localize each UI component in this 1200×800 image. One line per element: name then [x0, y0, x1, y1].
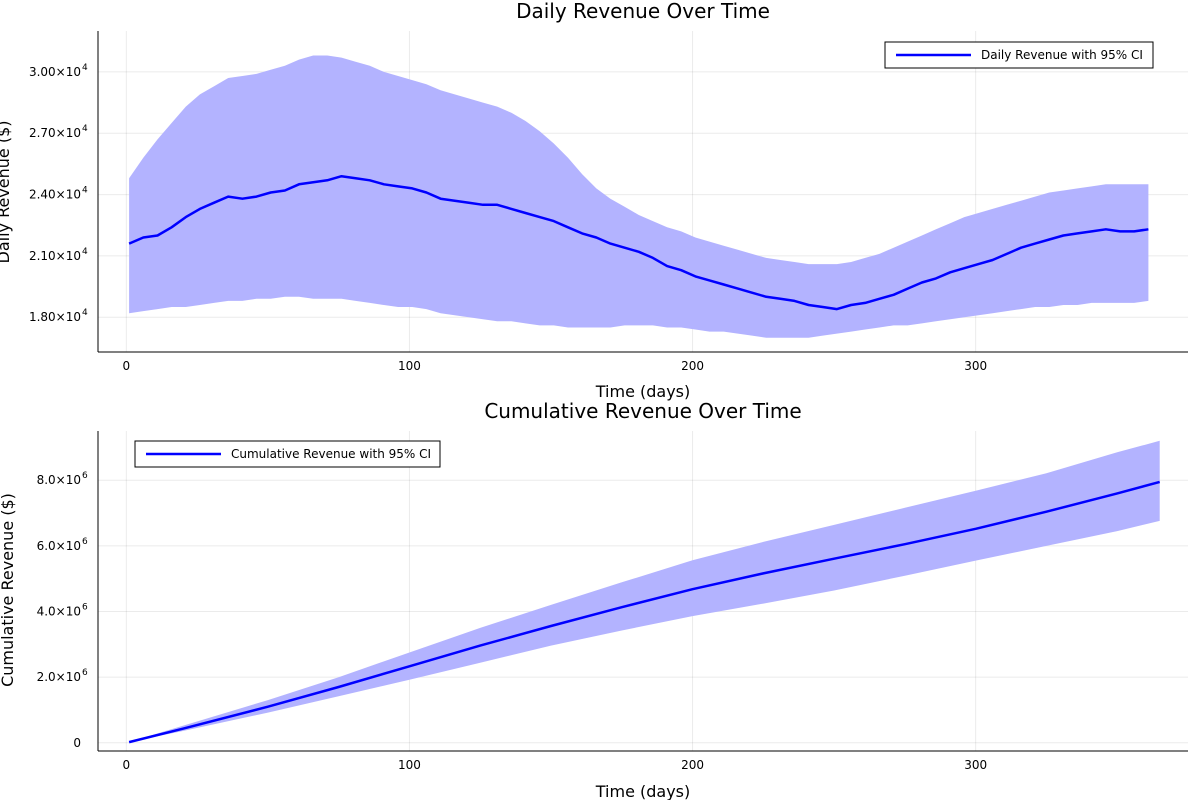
y-tick-label: 2.0×10 [37, 670, 81, 684]
cumulative-x-axis-label: Time (days) [595, 782, 691, 800]
daily-x-axis-label: Time (days) [595, 382, 691, 401]
cumulative-line-group [128, 480, 1161, 744]
y-tick-label: 2.10×10 [29, 249, 81, 263]
daily-revenue-panel: Daily Revenue Over Time 0 100 200 300 1.80×… [0, 0, 1188, 401]
y-tick-exponent: 4 [82, 247, 88, 257]
x-tick-label: 100 [398, 758, 421, 772]
series-line [128, 480, 1161, 744]
x-tick-label: 100 [398, 359, 421, 373]
cumulative-legend-label: Cumulative Revenue with 95% CI [231, 447, 431, 461]
y-tick-exponent: 4 [82, 308, 88, 318]
y-tick-label: 4.0×10 [37, 605, 81, 619]
ci-band [129, 440, 1160, 743]
x-tick-label: 300 [964, 359, 987, 373]
cumulative-legend: Cumulative Revenue with 95% CI [134, 440, 441, 468]
y-tick-label: 6.0×10 [37, 539, 81, 553]
y-tick-exponent: 6 [82, 537, 88, 547]
y-tick-label: 3.00×10 [29, 65, 81, 79]
cumulative-ci-band-group [129, 440, 1160, 743]
x-tick-label: 200 [681, 359, 704, 373]
cumulative-y-axis-label: Cumulative Revenue ($) [0, 493, 17, 687]
daily-y-tick-labels: 1.80×10 42.10×10 42.40×10 42.70×10 43.00×10 4 [29, 63, 88, 324]
daily-legend-label: Daily Revenue with 95% CI [981, 48, 1143, 62]
daily-chart-title: Daily Revenue Over Time [516, 0, 770, 23]
x-tick-label: 0 [122, 758, 130, 772]
cumulative-x-tick-labels: 0 100 200 300 [122, 758, 987, 772]
daily-ci-band-group [129, 55, 1149, 338]
cumulative-y-tick-labels: 02.0×10 64.0×10 66.0×10 68.0×10 6 [37, 471, 88, 750]
y-tick-exponent: 4 [82, 186, 88, 196]
y-tick-label: 2.70×10 [29, 126, 81, 140]
daily-x-tick-labels: 0 100 200 300 [122, 359, 987, 373]
x-tick-label: 0 [122, 359, 130, 373]
y-tick-label: 8.0×10 [37, 473, 81, 487]
y-tick-exponent: 6 [82, 603, 88, 613]
series-line [128, 174, 1149, 311]
daily-y-axis-label: Daily Revenue ($) [0, 121, 13, 264]
x-tick-label: 200 [681, 758, 704, 772]
y-tick-exponent: 4 [82, 124, 88, 134]
y-tick-exponent: 6 [82, 471, 88, 481]
x-tick-label: 300 [964, 758, 987, 772]
cumulative-revenue-panel: Cumulative Revenue Over Time 0 100 200 300 … [0, 399, 1188, 800]
cumulative-chart-title: Cumulative Revenue Over Time [484, 399, 801, 423]
y-tick-label: 1.80×10 [29, 310, 81, 324]
ci-band [129, 55, 1149, 338]
daily-legend: Daily Revenue with 95% CI [884, 41, 1154, 69]
daily-line-group [128, 174, 1149, 311]
y-tick-exponent: 6 [82, 668, 88, 678]
y-tick-label: 0 [73, 736, 81, 750]
y-tick-exponent: 4 [82, 63, 88, 73]
y-tick-label: 2.40×10 [29, 188, 81, 202]
